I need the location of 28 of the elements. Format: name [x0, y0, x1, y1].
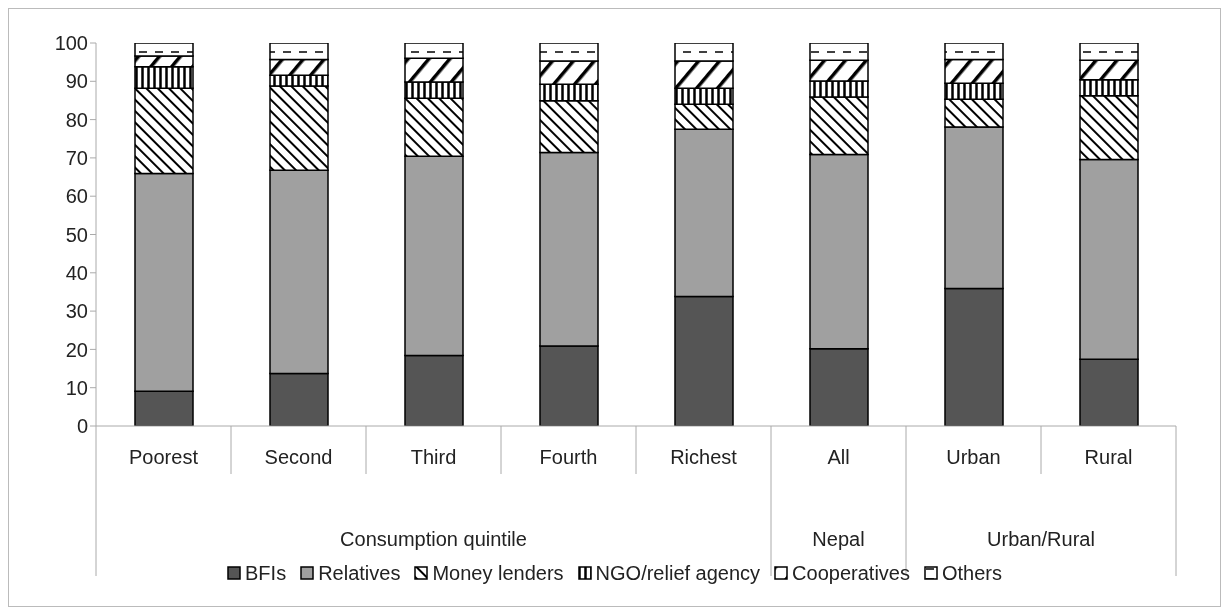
y-tick-label: 90 — [65, 70, 88, 93]
y-tick-label: 60 — [65, 185, 88, 208]
legend-label: Money lenders — [432, 562, 564, 584]
y-tick-label: 50 — [65, 223, 88, 246]
text: Consumption quintile — [340, 528, 527, 550]
x-tick-label: All — [827, 446, 850, 468]
text: Urban/Rural — [987, 528, 1095, 550]
y-tick-label: 80 — [65, 108, 88, 131]
x-tick-label: Richest — [670, 446, 738, 468]
y-tick-label: 10 — [65, 376, 88, 399]
x-tick-label: Fourth — [539, 446, 598, 468]
legend-label: Relatives — [318, 562, 401, 584]
legend-label: Others — [941, 562, 1002, 584]
x-tick-label: Second — [264, 446, 333, 468]
y-tick-label: 30 — [65, 300, 88, 323]
x-tick-label: Urban — [946, 446, 1001, 468]
y-tick-label: 40 — [65, 261, 88, 284]
y-tick-label: 100 — [54, 32, 88, 55]
legend-label: NGO/relief agency — [595, 562, 761, 584]
y-tick-label: 70 — [65, 147, 88, 169]
x-tick-label: Rural — [1084, 446, 1133, 468]
legend-label: BFIs — [245, 562, 287, 584]
legend-label: Cooperatives — [792, 562, 910, 584]
x-tick-label: Poorest — [129, 446, 199, 468]
x-tick-label: Third — [410, 446, 457, 468]
y-tick-label: 20 — [65, 338, 88, 361]
y-tick-label: 0 — [76, 415, 88, 438]
text: Nepal — [812, 528, 865, 550]
